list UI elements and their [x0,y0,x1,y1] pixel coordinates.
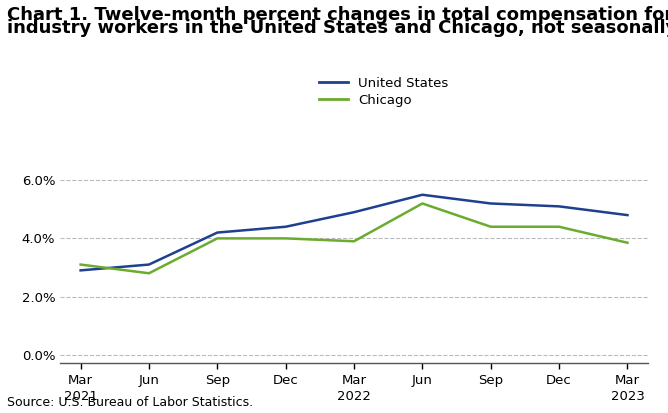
Chicago [487,224,495,229]
Chicago [623,240,631,245]
Text: Source: U.S. Bureau of Labor Statistics.: Source: U.S. Bureau of Labor Statistics. [7,396,253,409]
United States [350,210,358,215]
Text: Chart 1. Twelve-month percent changes in total compensation for private: Chart 1. Twelve-month percent changes in… [7,6,668,24]
United States [145,262,153,267]
United States [77,268,85,273]
Line: Chicago: Chicago [81,204,627,273]
Text: industry workers in the United States and Chicago, not seasonally adjusted: industry workers in the United States an… [7,19,668,37]
Line: United States: United States [81,195,627,271]
United States [487,201,495,206]
United States [623,213,631,218]
Chicago [213,236,221,241]
Legend: United States, Chicago: United States, Chicago [319,77,448,107]
United States [555,204,563,209]
United States [282,224,290,229]
Chicago [145,271,153,276]
United States [418,192,426,197]
Chicago [282,236,290,241]
United States [213,230,221,235]
Chicago [555,224,563,229]
Chicago [350,239,358,244]
Chicago [418,201,426,206]
Chicago [77,262,85,267]
